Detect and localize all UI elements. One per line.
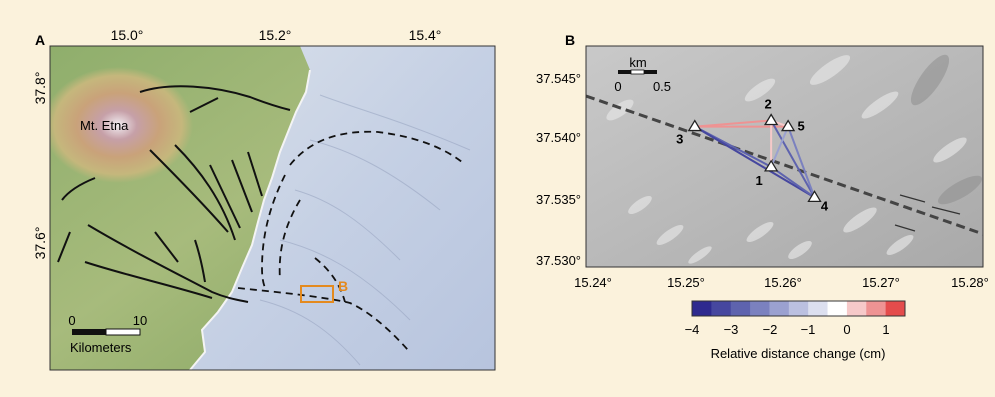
colorbar-tick-6: 1 [882,322,889,337]
lon-tick-b-2: 15.25° [667,275,705,290]
colorbar-cell [808,301,828,316]
panel-b: B [536,32,989,290]
scale-bar-b: km 0 0.5 [614,55,671,94]
colorbar-cell [730,301,751,316]
colorbar-tick-2: −3 [724,322,739,337]
station-triangle-icon [687,119,702,132]
etna-summit-relief [50,67,193,183]
baseline-5-4 [787,126,816,198]
station-label: 1 [756,173,763,188]
baseline-1-4 [770,166,816,199]
colorbar-cell [711,301,732,316]
colorbar-label: Relative distance change (cm) [711,346,886,361]
colorbar-cell [866,301,887,316]
panel-b-frame [585,45,984,268]
relief-texture [606,55,967,264]
baseline-3-4 [694,125,815,199]
panel-a-lat-ticks: 37.8° 37.6° [32,72,48,260]
station-label: 4 [821,198,829,213]
faults [57,85,291,303]
relief-shadow [910,54,983,205]
sea-floor [190,46,495,370]
panel-a-map: B Mt. Etna 0 10 Kilometers [50,46,495,370]
colorbar-cell [827,301,848,316]
colorbar-cell [788,301,809,316]
dashed-structures [237,130,463,351]
lat-tick-a-2: 37.6° [32,227,48,260]
colorbar-cells [692,301,906,316]
panel-a-lon-ticks: 15.0° 15.2° 15.4° [111,27,442,43]
lon-tick-a-1: 15.0° [111,27,144,43]
colorbar-tick-5: 0 [843,322,850,337]
relief-lineaments [894,194,961,232]
panel-a-label: A [35,32,45,48]
scale-a-end: 10 [133,313,147,328]
colorbar-cell [750,301,770,316]
lat-tick-a-1: 37.8° [32,72,48,105]
panel-b-location-box [300,285,334,303]
station-triangle-icon [763,159,779,172]
colorbar-cell [692,301,712,316]
colorbar: −4 −3 −2 −1 0 1 Relative distance change… [685,300,906,361]
station-label: 2 [765,96,772,111]
panel-b-lat-ticks: 37.545° 37.540° 37.535° 37.530° [536,71,581,268]
panel-b-map: 1 2 3 4 5 km 0 0.5 [586,46,983,267]
lon-tick-b-5: 15.28° [951,275,989,290]
lon-tick-b-3: 15.26° [764,275,802,290]
station-triangle-icon [763,113,779,126]
station-triangle-icon [780,119,796,132]
scale-a-unit: Kilometers [70,340,132,355]
coastline [189,69,311,370]
colorbar-tick-4: −1 [801,322,816,337]
box-label: B [338,278,348,294]
panel-b-label: B [565,32,575,48]
scale-b-unit: km [629,55,646,70]
stations: 1 2 3 4 5 [676,96,829,213]
scale-b-start: 0 [614,79,621,94]
baseline-3-2 [694,119,772,128]
colorbar-tick-3: −2 [763,322,778,337]
baseline-1-5 [770,126,790,168]
lon-tick-a-2: 15.2° [259,27,292,43]
colorbar-cell [769,301,790,316]
fault-trace [586,94,983,236]
station-label: 5 [797,119,804,134]
station-label: 3 [676,132,683,147]
colorbar-cell [846,301,867,316]
lon-tick-b-1: 15.24° [574,275,612,290]
lat-tick-b-4: 37.530° [536,253,581,268]
place-label-etna: Mt. Etna [80,118,129,133]
lon-tick-b-4: 15.27° [862,275,900,290]
colorbar-frame [691,300,906,317]
baselines [694,119,816,199]
panel-a: A 15.0° 15.2° 15.4° 37.8° 37.6° [32,27,496,371]
panel-b-lon-ticks: 15.24° 15.25° 15.26° 15.27° 15.28° [574,275,989,290]
lat-tick-b-3: 37.535° [536,192,581,207]
lat-tick-b-2: 37.540° [536,130,581,145]
panel-a-frame [49,45,496,371]
scale-b-end: 0.5 [653,79,671,94]
colorbar-cell [885,301,906,316]
lon-tick-a-3: 15.4° [409,27,442,43]
scale-bar-a: 0 10 Kilometers [68,313,147,355]
baseline-2-4 [770,119,816,198]
submarine-relief [259,94,471,366]
colorbar-ticks: −4 −3 −2 −1 0 1 [685,322,890,337]
scale-a-start: 0 [68,313,75,328]
station-triangle-icon [807,190,822,202]
colorbar-tick-1: −4 [685,322,700,337]
lat-tick-b-1: 37.545° [536,71,581,86]
